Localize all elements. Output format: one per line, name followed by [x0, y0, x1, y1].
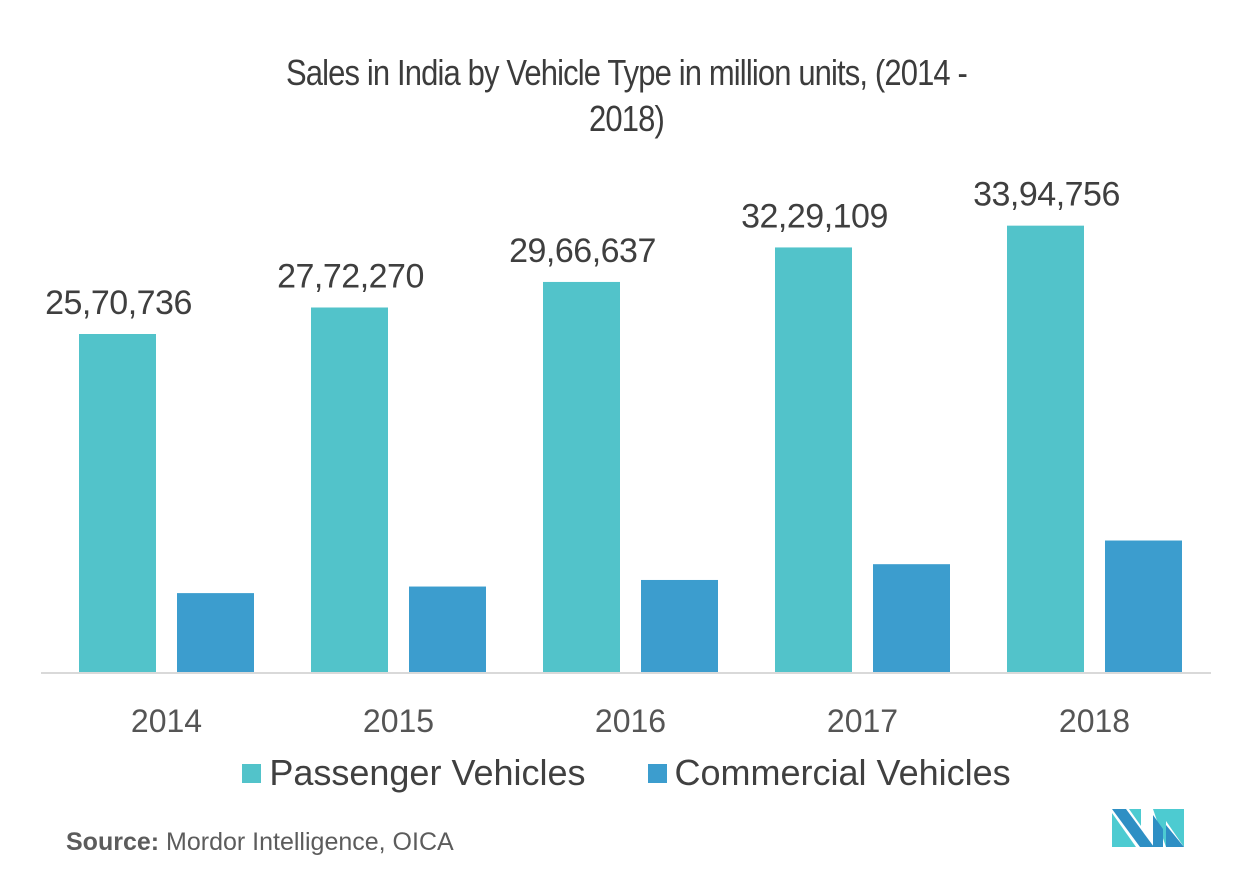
value-label-2016: 29,66,637 — [509, 232, 656, 270]
bar-commercial-2015 — [409, 586, 486, 672]
chart-title-line-2: 2018) — [589, 98, 665, 139]
x-tick-label-2015: 2015 — [363, 703, 434, 739]
value-label-2017: 32,29,109 — [741, 197, 888, 235]
legend-swatch-commercial-icon — [647, 763, 667, 783]
legend-item-passenger-vehicles[interactable]: Passenger Vehicles — [242, 752, 586, 794]
mordor-intelligence-logo-icon — [1112, 809, 1184, 847]
x-tick-label-2014: 2014 — [131, 703, 202, 739]
bars-group — [79, 225, 1182, 673]
value-labels-group: 25,70,736 27,72,270 29,66,637 32,29,109 33,9… — [45, 176, 1120, 322]
bar-passenger-2017 — [775, 247, 852, 673]
bar-commercial-2017 — [873, 564, 950, 672]
value-label-2015: 27,72,270 — [277, 258, 424, 296]
bar-commercial-2018 — [1105, 540, 1182, 672]
source-label: Source: — [66, 828, 160, 856]
legend: Passenger Vehicles Commercial Vehicles — [0, 752, 1253, 794]
source-note: Source: Mordor Intelligence, OICA — [66, 828, 454, 857]
x-tick-labels-group: 2014 2015 2016 2017 2018 — [131, 703, 1130, 739]
legend-label: Passenger Vehicles — [269, 752, 586, 793]
legend-item-commercial-vehicles[interactable]: Commercial Vehicles — [647, 752, 1011, 794]
value-label-2018: 33,94,756 — [973, 176, 1120, 214]
legend-swatch-passenger-icon — [242, 763, 262, 783]
chart-title-line-1: Sales in India by Vehicle Type in millio… — [286, 52, 968, 93]
bar-passenger-2014 — [79, 334, 156, 672]
chart-title: Sales in India by Vehicle Type in millio… — [0, 50, 1253, 142]
x-tick-label-2018: 2018 — [1059, 703, 1130, 739]
bar-commercial-2014 — [177, 593, 254, 672]
x-tick-label-2016: 2016 — [595, 703, 666, 739]
value-label-2014: 25,70,736 — [45, 284, 192, 322]
x-tick-label-2017: 2017 — [827, 703, 898, 739]
bar-passenger-2018 — [1007, 225, 1084, 673]
bar-commercial-2016 — [641, 579, 718, 672]
bar-passenger-2016 — [543, 281, 620, 672]
legend-label: Commercial Vehicles — [674, 752, 1011, 793]
bar-passenger-2015 — [311, 307, 388, 672]
source-text: Mordor Intelligence, OICA — [166, 828, 454, 856]
